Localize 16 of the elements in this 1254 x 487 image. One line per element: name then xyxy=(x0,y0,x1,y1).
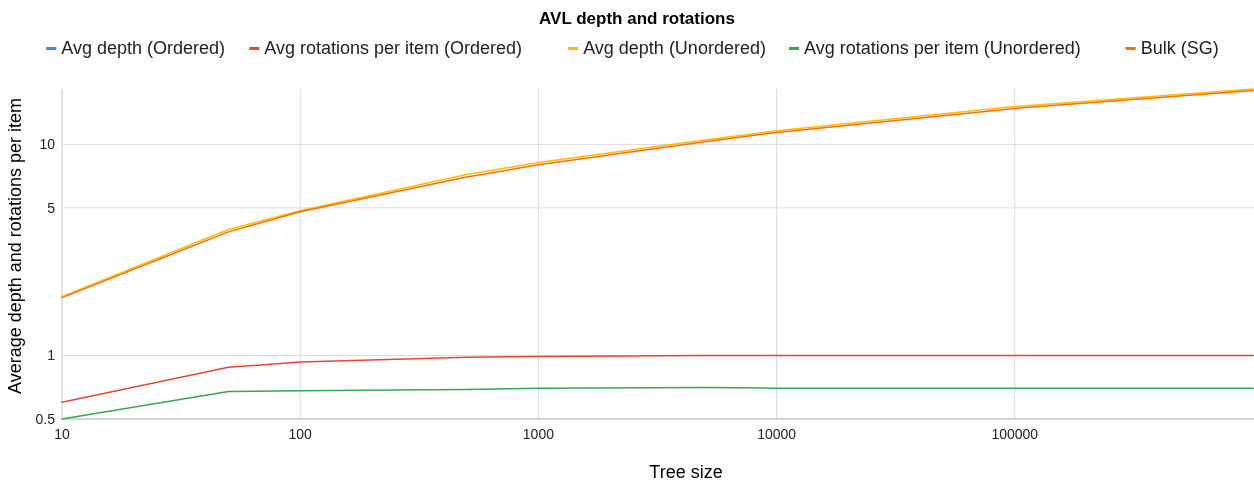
x-tick-label: 1000 xyxy=(522,426,555,442)
x-tick-label: 10000 xyxy=(757,426,797,442)
legend-label: Avg rotations per item (Ordered) xyxy=(264,38,523,58)
y-tick-label: 10 xyxy=(39,136,56,153)
legend-label: Bulk (SG) xyxy=(1140,38,1219,58)
chart-title: AVL depth and rotations xyxy=(539,9,735,28)
legend-label: Avg depth (Ordered) xyxy=(61,38,226,58)
x-tick-label: 100 xyxy=(288,426,313,442)
legend-label: Avg rotations per item (Unordered) xyxy=(804,38,1081,58)
y-tick-label: 1 xyxy=(47,347,56,364)
y-axis-title: Average depth and rotations per item xyxy=(5,98,25,394)
y-tick-label: 5 xyxy=(47,199,56,216)
legend-label: Avg depth (Unordered) xyxy=(583,38,766,58)
x-tick-label: 100000 xyxy=(991,426,1039,442)
x-axis-title: Tree size xyxy=(649,462,723,482)
y-tick-label: 0.5 xyxy=(35,411,56,427)
